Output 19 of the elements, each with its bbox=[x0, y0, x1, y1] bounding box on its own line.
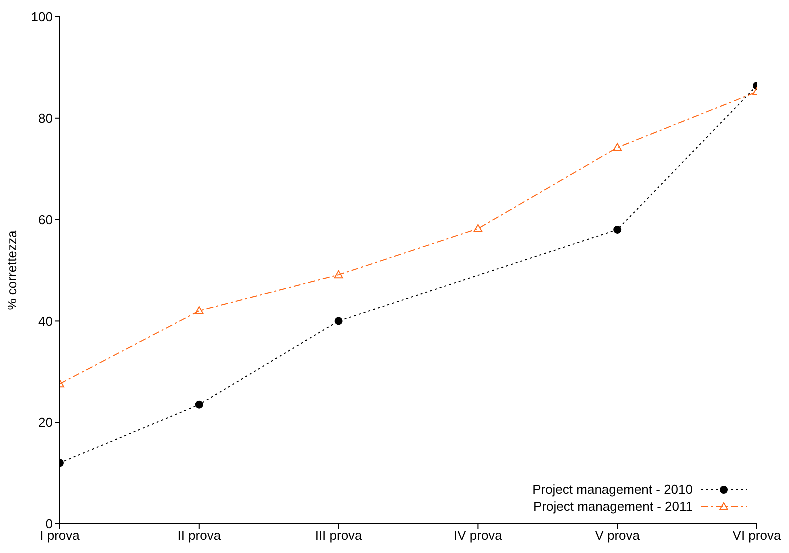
y-tick-label: 20 bbox=[38, 415, 53, 430]
y-tick-label: 80 bbox=[38, 111, 53, 126]
legend-label: Project management - 2011 bbox=[534, 499, 693, 514]
point bbox=[334, 270, 344, 279]
legend-label: Project management - 2010 bbox=[532, 482, 693, 497]
point bbox=[613, 143, 622, 152]
x-tick-label: IV prova bbox=[454, 528, 504, 544]
point bbox=[614, 226, 622, 234]
point bbox=[195, 400, 204, 409]
y-tick-label: 40 bbox=[38, 314, 53, 329]
point bbox=[334, 317, 343, 326]
y-tick-label: 60 bbox=[38, 212, 53, 228]
point bbox=[194, 306, 204, 315]
x-tick-label: III prova bbox=[315, 528, 364, 544]
y-tick-label: 100 bbox=[31, 10, 53, 25]
x-tick-label: II prova bbox=[178, 528, 222, 544]
x-tick-label: V prova bbox=[595, 528, 641, 544]
point bbox=[474, 224, 483, 232]
x-tick-label: VI prova bbox=[732, 528, 782, 544]
